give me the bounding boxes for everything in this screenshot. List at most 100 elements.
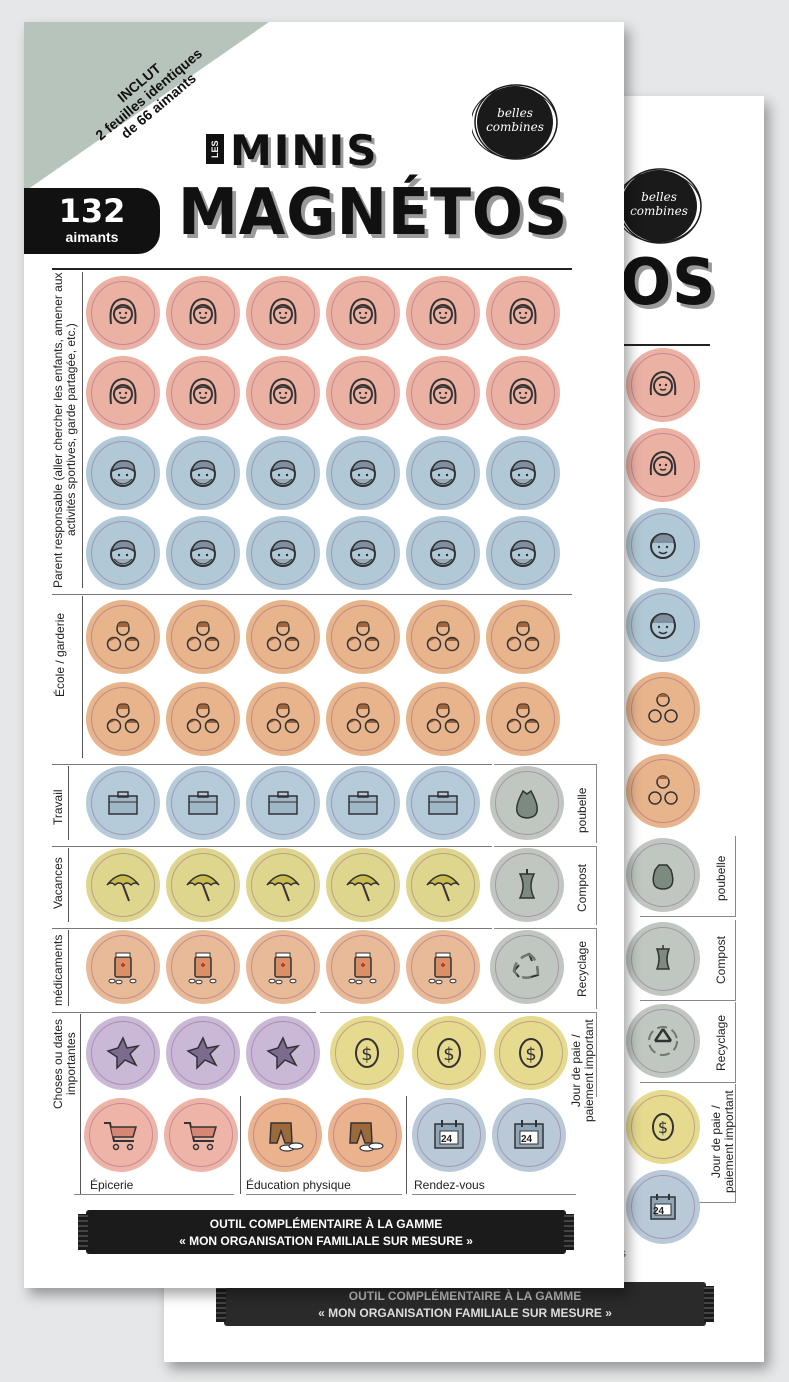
briefcase-icon: [348, 791, 378, 815]
calendar-icon: [650, 1194, 676, 1220]
magnet-vacances: [326, 848, 400, 922]
magnet-medicaments: [246, 930, 320, 1004]
section-line: [68, 766, 69, 840]
magnet-payday: $: [330, 1016, 404, 1090]
man-face-icon: [270, 459, 296, 487]
bracket: [320, 1012, 597, 1097]
woman-face-icon: [509, 377, 537, 405]
briefcase-icon: [268, 791, 298, 815]
magnet-woman: [326, 276, 400, 350]
magnet-woman: [86, 276, 160, 350]
magnet-vacances: [86, 848, 160, 922]
man-face-icon: [650, 532, 676, 559]
label-poubelle: poubelle: [714, 855, 728, 901]
magnet-trash: [490, 766, 564, 840]
section-line: [82, 596, 83, 758]
kids-faces-icon: [506, 621, 540, 652]
calendar-day: 24: [653, 1206, 665, 1217]
magnet-man: [626, 588, 700, 662]
woman-face-icon: [189, 297, 217, 325]
kids-faces-icon: [426, 621, 460, 652]
calendar-icon: [514, 1120, 544, 1149]
kids-faces-icon: [106, 621, 140, 652]
star-icon: [266, 1036, 301, 1070]
section-line: [82, 272, 83, 588]
man-face-icon: [510, 539, 536, 567]
magnet-important: [166, 1016, 240, 1090]
briefcase-icon: [428, 791, 458, 815]
label-travail: Travail: [51, 789, 65, 825]
label-medicaments: médicaments: [51, 934, 65, 1006]
recycle-icon: [648, 1026, 678, 1056]
magnet-compost: [626, 922, 700, 996]
magnet-woman: [166, 356, 240, 430]
man-face-icon: [270, 539, 296, 567]
woman-face-icon: [109, 297, 137, 325]
man-face-icon: [350, 459, 376, 487]
dollar-icon: $: [437, 1038, 461, 1068]
magnet-man: [486, 516, 560, 590]
bracket: [494, 764, 597, 843]
svg-text:$: $: [525, 1044, 536, 1065]
apple-core-icon: [518, 869, 536, 899]
dollar-icon: $: [652, 1113, 674, 1141]
magnet-kids: [86, 682, 160, 756]
label-recyclage: Recyclage: [714, 1014, 728, 1072]
label-ecole: École / garderie: [53, 612, 67, 698]
label-paie: Jour de paie / paiement important: [569, 1019, 596, 1123]
umbrella-icon: [426, 874, 460, 902]
svg-text:$: $: [658, 1118, 668, 1137]
magnet-kids: [166, 600, 240, 674]
magnet-man: [166, 436, 240, 510]
star-icon: [106, 1036, 141, 1070]
front-sheet: INCLUT 2 feuilles identiques de 66 aiman…: [24, 22, 624, 1288]
umbrella-icon: [106, 874, 140, 902]
brand-logo: belles combines: [616, 166, 702, 246]
magnet-vacances: [246, 848, 320, 922]
woman-face-icon: [349, 297, 377, 325]
magnet-count-badge: 132 aimants: [24, 188, 160, 254]
woman-face-icon: [349, 377, 377, 405]
magnet-grocery: [164, 1098, 238, 1172]
medicine-icon: [188, 952, 217, 985]
bracket: [640, 836, 736, 917]
magnet-woman: [626, 348, 700, 422]
magnet-woman: [246, 276, 320, 350]
shopping-cart-icon: [104, 1122, 138, 1151]
magnet-man: [406, 516, 480, 590]
calendar-day: 24: [441, 1134, 453, 1145]
divider: [52, 764, 492, 765]
star-icon: [186, 1036, 221, 1070]
magnet-kids: [326, 682, 400, 756]
bracket: [640, 1002, 736, 1083]
kids-faces-icon: [506, 703, 540, 734]
man-face-icon: [430, 539, 456, 567]
briefcase-icon: [108, 791, 138, 815]
woman-face-icon: [649, 450, 677, 476]
magnet-kids: [166, 682, 240, 756]
section-line: [68, 930, 69, 1006]
label-recyclage: Recyclage: [575, 940, 589, 998]
magnet-kids: [406, 682, 480, 756]
label-epicerie: Épicerie: [90, 1178, 134, 1192]
woman-face-icon: [109, 377, 137, 405]
magnet-kids: [246, 682, 320, 756]
section-line: [240, 1096, 241, 1194]
magnet-kids: [626, 754, 700, 828]
banner-line1: OUTIL COMPLÉMENTAIRE À LA GAMME: [209, 1217, 443, 1231]
magnet-calendar: 24: [626, 1170, 700, 1244]
magnet-man: [326, 516, 400, 590]
magnet-man: [86, 436, 160, 510]
dollar-icon: $: [519, 1038, 543, 1068]
magnet-kids: [626, 672, 700, 746]
magnet-kids: [246, 600, 320, 674]
section-line: [80, 1014, 81, 1194]
label-parent: Parent responsable (aller chercher les e…: [51, 272, 78, 588]
man-face-icon: [110, 539, 136, 567]
apple-core-icon: [655, 945, 671, 970]
magnet-trash: [626, 838, 700, 912]
recycle-icon: [512, 952, 540, 979]
magnet-kids: [86, 600, 160, 674]
section-line: [68, 848, 69, 922]
woman-face-icon: [189, 377, 217, 405]
